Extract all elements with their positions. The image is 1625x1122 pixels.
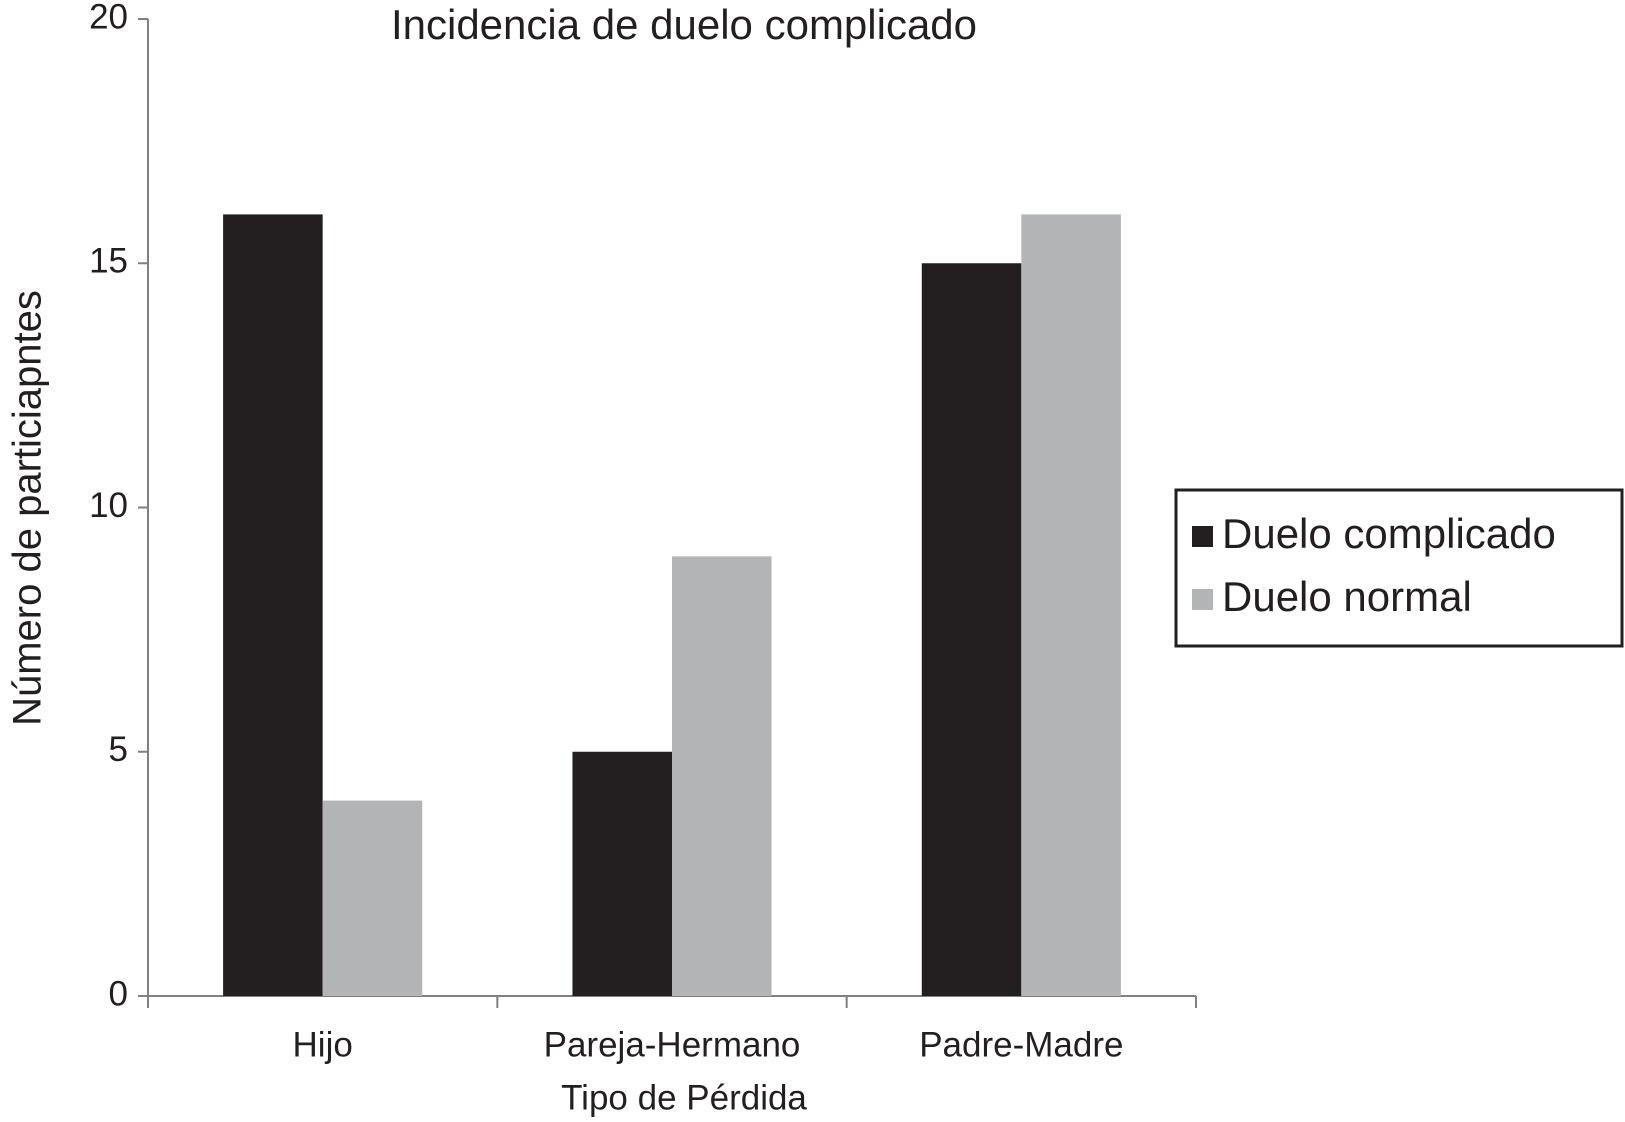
bar [1021,214,1121,996]
legend-swatch [1192,589,1213,610]
x-tick-label: Hijo [293,1025,353,1064]
y-tick-label: 20 [89,0,128,36]
y-tick-label: 10 [89,486,128,525]
x-tick-label: Pareja-Hermano [544,1025,801,1064]
bar [921,263,1022,996]
chart-title: Incidencia de duelo complicado [391,1,977,48]
bar [322,800,423,996]
bar [223,214,323,996]
y-tick-label: 5 [109,730,128,769]
legend-box [1174,488,1624,648]
x-tick-label: Padre-Madre [919,1025,1123,1064]
y-tick-label: 0 [109,974,128,1013]
legend-label: Duelo normal [1222,573,1472,620]
legend-label: Duelo complicado [1222,510,1556,557]
x-axis-title: Tipo de Pérdida [561,1078,807,1117]
bar [672,556,772,996]
y-axis-title: Número de particiapntes [6,290,50,726]
legend-swatch [1192,526,1213,547]
bar [572,751,672,996]
y-tick-label: 15 [89,242,128,281]
